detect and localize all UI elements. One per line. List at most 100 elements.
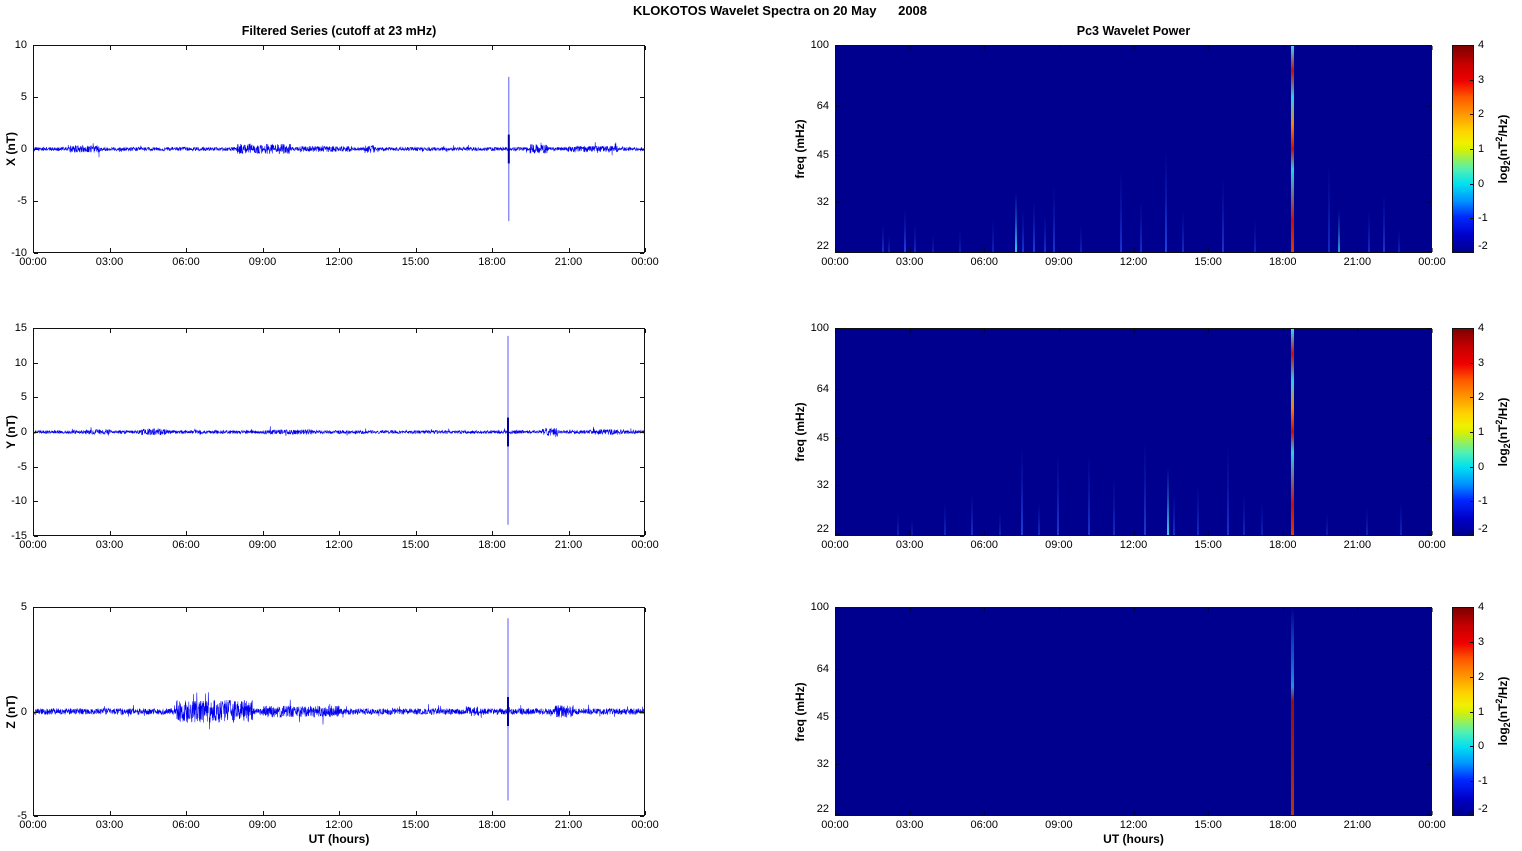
x-tick-label: 03:00 (895, 819, 924, 831)
spectral-streak (998, 512, 1001, 535)
x-tick (186, 46, 187, 50)
x-tick (1133, 811, 1135, 815)
x-tick-label: 12:00 (1119, 539, 1148, 551)
x-tick (1058, 531, 1060, 535)
x-tick (909, 811, 911, 815)
freq-tick (836, 668, 840, 670)
x-tick-label: 09:00 (1045, 256, 1073, 268)
spectral-streak (896, 512, 899, 535)
x-tick (1133, 608, 1135, 612)
y-tick (34, 711, 38, 713)
y-tick-label: 0 (20, 143, 27, 155)
y-tick (34, 45, 38, 46)
x-tick-label: 12:00 (1119, 256, 1148, 268)
colorbar-tick-label: 2 (1478, 670, 1485, 683)
freq-tick (836, 106, 840, 108)
x-tick (109, 608, 111, 612)
y-tick (34, 253, 38, 254)
x-tick (1282, 46, 1284, 50)
y-tick (34, 607, 38, 608)
spectral-streak (1365, 507, 1368, 535)
spectral-streak (1120, 170, 1123, 252)
y-tick (640, 501, 644, 503)
freq-tick-label: 64 (816, 383, 829, 396)
x-tick-label: 00:00 (821, 256, 849, 268)
x-tick (1432, 608, 1433, 612)
colorbar-tick (1470, 79, 1473, 81)
spectral-streak (1242, 492, 1245, 535)
freq-tick-label: 100 (810, 601, 829, 613)
colorbar-label-text: log (1495, 165, 1510, 184)
y-tick-label: 5 (20, 601, 27, 613)
spectral-streak (1182, 209, 1185, 252)
x-tick (1058, 46, 1060, 50)
colorbar-tick-label: -2 (1478, 803, 1488, 815)
freq-axis-label: freq (mHz) (793, 681, 807, 742)
x-tick (645, 248, 646, 252)
x-tick (835, 811, 836, 815)
colorbar-label-sup: 2 (1493, 136, 1504, 142)
x-tick (415, 811, 417, 815)
colorbar-tick (1470, 149, 1473, 150)
spectral-streak (1261, 502, 1264, 535)
x-tick (339, 46, 340, 50)
y-tick (34, 201, 38, 202)
x-tick (33, 811, 34, 815)
right-column-title: Pc3 Wavelet Power (1076, 24, 1191, 38)
x-tick (1133, 248, 1135, 252)
x-tick (1058, 248, 1060, 252)
x-tick (909, 46, 911, 50)
x-tick-label: 09:00 (1045, 539, 1073, 551)
x-tick (1208, 46, 1210, 50)
series-line (34, 426, 644, 438)
x-tick (33, 248, 34, 252)
colorbar-tick-label: 3 (1478, 73, 1485, 86)
y-tick (34, 432, 38, 433)
x-tick (984, 811, 986, 815)
x-tick-label: 00:00 (1418, 539, 1446, 551)
spectral-streak (931, 234, 934, 252)
x-tick-label: 00:00 (821, 539, 849, 551)
freq-tick (836, 764, 840, 766)
colorbar-tick (1470, 814, 1473, 815)
x-tick-label: 00:00 (631, 819, 659, 831)
y-tick (640, 362, 644, 364)
x-tick (909, 329, 911, 333)
x-tick-label: 15:00 (401, 819, 430, 831)
colorbar-label-top: log2(nT2/Hz) (1494, 115, 1512, 184)
freq-tick (1427, 484, 1431, 486)
freq-tick-label: 32 (816, 758, 829, 771)
x-tick (1133, 531, 1135, 535)
colorbar-tick (1470, 114, 1473, 116)
x-tick-label: 09:00 (1045, 819, 1073, 831)
x-tick (568, 608, 570, 612)
spectral-streak (1020, 447, 1023, 535)
colorbar-tick (1470, 328, 1473, 329)
y-tick-label: -5 (17, 810, 27, 822)
x-tick-label: 00:00 (631, 539, 659, 551)
freq-tick (1427, 437, 1431, 439)
colorbar-label-text: log (1495, 727, 1510, 746)
x-tick-label: 21:00 (1343, 819, 1372, 831)
freq-tick (836, 201, 840, 203)
y-tick (34, 816, 38, 817)
y-tick (640, 432, 644, 433)
x-tick (33, 329, 34, 333)
freq-tick (836, 154, 840, 156)
series-line (34, 142, 644, 158)
x-tick (186, 531, 187, 535)
timeseries-panel-z (33, 607, 645, 816)
freq-tick (1427, 201, 1431, 203)
spectral-streak (1033, 201, 1036, 252)
freq-tick (1427, 154, 1431, 156)
colorbar-label-text: log (1495, 448, 1510, 467)
y-tick-label: -15 (11, 530, 27, 542)
colorbar-label-middle: log2(nT2/Hz) (1494, 398, 1512, 467)
colorbar-tick-label: 3 (1478, 635, 1485, 648)
x-tick (1208, 329, 1210, 333)
x-tick (262, 531, 264, 535)
y-axis-label: Y (nT) (4, 415, 18, 449)
x-tick-label: 18:00 (1268, 256, 1297, 268)
spectral-streak (1226, 447, 1229, 535)
